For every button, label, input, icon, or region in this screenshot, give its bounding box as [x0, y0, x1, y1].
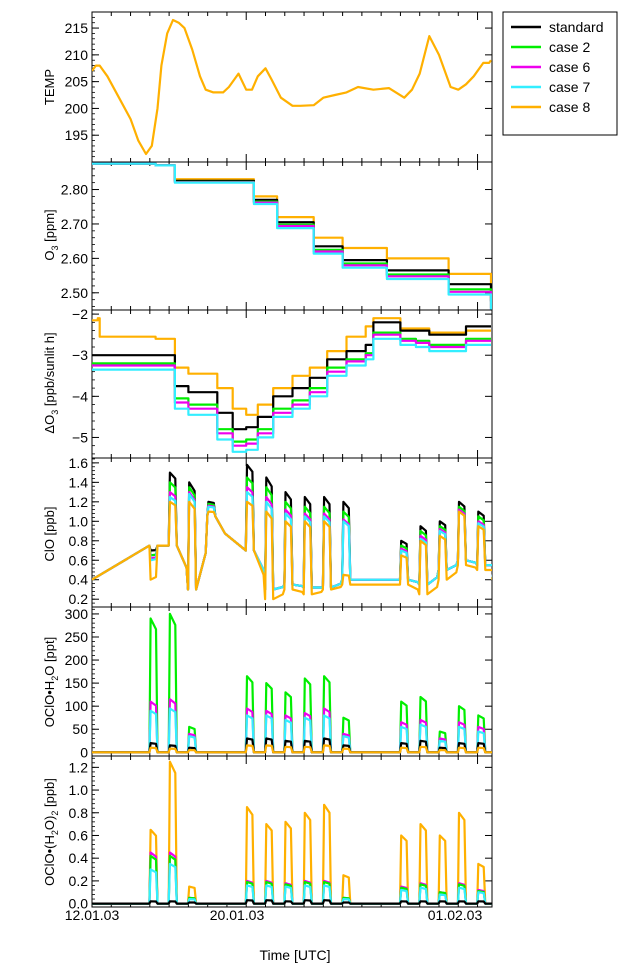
series-line-case-2 — [92, 612, 492, 754]
y-tick-label: 2.70 — [61, 216, 88, 232]
x-axis-label: Time [UTC] — [259, 947, 330, 963]
series-line-case-7 — [92, 337, 491, 453]
legend-label: standard — [549, 19, 603, 35]
y-tick-label: 1.2 — [69, 494, 89, 510]
y-tick-label: 0.2 — [69, 591, 89, 607]
panel-TEMP: 195 200 205 210 215 — [65, 11, 493, 163]
series-line-case-6 — [92, 851, 492, 905]
x-tick-labels: 12.01.03 20.01.03 01.02.03 — [65, 907, 483, 923]
series-line-case-2 — [92, 854, 492, 905]
y-tick-label: 1.2 — [69, 759, 89, 775]
series-line-case-6 — [92, 486, 492, 591]
y-tick-label: 1.0 — [69, 513, 89, 529]
series-line-standard — [92, 463, 492, 591]
series-line-case-7 — [92, 491, 492, 591]
y-tick-label: 0.2 — [69, 873, 89, 889]
y-tick-label: 200 — [65, 652, 89, 668]
y-axis-labels: TEMP O3 [ppm] ΔO3 [ppb/sunlit h] ClO [pp… — [42, 69, 60, 886]
legend-box — [502, 11, 618, 136]
y-tick-label: 0.4 — [69, 572, 89, 588]
series-line-case-8 — [92, 744, 492, 754]
panels: 195 200 205 210 215 2.50 2.60 2.70 2.80 −5 −4 −3 −2 0… — [61, 11, 493, 912]
ylabel-clo: ClO [ppb] — [42, 507, 57, 562]
series-line-standard — [92, 162, 492, 302]
y-tick-label: 0.8 — [69, 533, 89, 549]
x-tick-label: 20.01.03 — [210, 907, 265, 923]
legend-label: case 2 — [549, 39, 590, 55]
y-tick-label: 210 — [65, 47, 89, 63]
y-tick-label: −3 — [72, 347, 88, 363]
x-tick-label: 12.01.03 — [65, 907, 120, 923]
y-tick-label: 0.6 — [69, 827, 89, 843]
y-tick-label: 100 — [65, 698, 89, 714]
series-line-case-8 — [92, 500, 492, 601]
y-tick-label: 1.0 — [69, 782, 89, 798]
y-tick-label: 2.80 — [61, 182, 88, 198]
y-tick-label: 0.4 — [69, 850, 89, 866]
y-tick-label: 300 — [65, 606, 89, 622]
ylabel-oclo-h2o: OClO•H2O [ppt] — [42, 637, 60, 728]
series-line-case-6 — [92, 162, 492, 310]
legend: standard case 2 case 6 case 7 case 8 — [502, 11, 618, 136]
series-line-case-7 — [92, 162, 492, 310]
legend-label: case 6 — [549, 59, 590, 75]
plot-frame — [91, 755, 493, 908]
series-line-case-8 — [92, 18, 492, 156]
y-tick-label: 1.4 — [69, 474, 89, 490]
series-line-case-8 — [92, 760, 492, 905]
series-line-case-2 — [92, 162, 492, 309]
series-line-standard — [92, 899, 492, 905]
y-tick-label: −2 — [72, 306, 88, 322]
ylabel-temp: TEMP — [42, 69, 57, 105]
plot-frame — [91, 161, 493, 311]
series-line-case-2 — [92, 476, 492, 591]
panel-OClO_H2O: 0 50 100 150 200 250 300 — [65, 606, 493, 760]
y-tick-label: −5 — [72, 429, 88, 445]
legend-label: case 7 — [549, 79, 590, 95]
panel-ClO: 0.2 0.4 0.6 0.8 1.0 1.2 1.4 1.6 — [69, 455, 493, 608]
y-tick-label: 0.8 — [69, 805, 89, 821]
ylabel-do3: ΔO3 [ppb/sunlit h] — [42, 332, 60, 433]
y-tick-label: 0.6 — [69, 552, 89, 568]
x-tick-label: 01.02.03 — [428, 907, 483, 923]
ylabel-oclo-h2o2: OClO•(H2O)2 [ppb] — [42, 778, 60, 886]
y-tick-label: 2.60 — [61, 250, 88, 266]
panel-O3: 2.50 2.60 2.70 2.80 — [61, 161, 493, 311]
y-tick-label: 150 — [65, 675, 89, 691]
panel-OClO_H2O2: 0.0 0.2 0.4 0.6 0.8 1.0 1.2 — [69, 755, 493, 912]
y-tick-label: 215 — [65, 20, 89, 36]
y-tick-label: 0.0 — [69, 896, 89, 912]
panel-dO3: −5 −4 −3 −2 — [72, 306, 493, 459]
series-line-case-7 — [92, 707, 492, 754]
y-tick-label: 50 — [72, 721, 88, 737]
ylabel-o3: O3 [ppm] — [42, 209, 60, 260]
y-tick-label: 195 — [65, 127, 89, 143]
y-tick-label: 0 — [80, 744, 88, 760]
y-tick-label: 200 — [65, 100, 89, 116]
y-tick-label: −4 — [72, 388, 88, 404]
y-tick-label: 2.50 — [61, 285, 88, 301]
legend-label: case 8 — [549, 99, 590, 115]
y-tick-label: 1.6 — [69, 455, 89, 471]
y-tick-label: 250 — [65, 629, 89, 645]
y-tick-label: 205 — [65, 74, 89, 90]
series-line-standard — [92, 321, 491, 431]
